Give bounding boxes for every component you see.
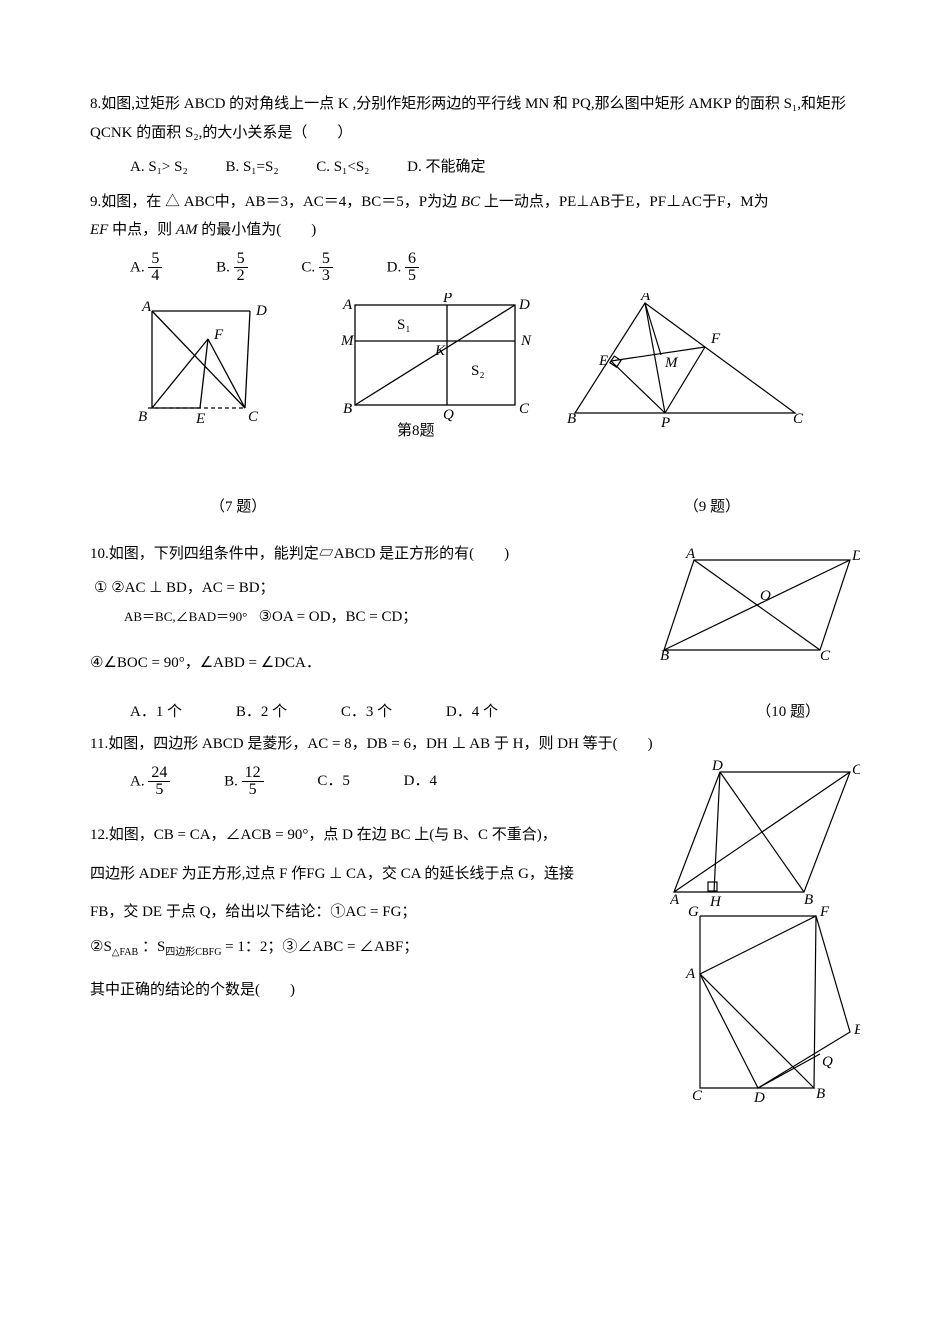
svg-text:B: B: [567, 411, 576, 427]
q9-p2: ABC中，AB＝3，AC＝4，BC＝5，P为边: [184, 194, 457, 210]
svg-text:C: C: [820, 648, 831, 664]
q12-p4e: = 1：2；③∠ABC = ∠ABF；: [225, 939, 418, 955]
fig10-label: （10 题）: [756, 698, 820, 727]
svg-text:C: C: [519, 401, 530, 417]
q8-opt-c: C. S₁<S₂: [316, 153, 369, 182]
figure-10: A B C D O: [660, 546, 860, 666]
q12-p3: FB，交 DE 于点 Q，给出以下结论：①AC = FG；: [90, 904, 416, 920]
svg-text:C: C: [248, 409, 259, 425]
figure-11: D C A B H: [670, 760, 860, 910]
q8-opt-a: A. S₁> S₂: [130, 153, 188, 182]
q9-bc: BC: [461, 194, 480, 210]
svg-text:O: O: [760, 588, 771, 604]
svg-text:A: A: [685, 966, 696, 982]
svg-text:C: C: [793, 411, 804, 427]
q9-p5: 的最小值为( ): [201, 222, 316, 238]
q9-opt-c: C. 53: [301, 251, 333, 286]
svg-text:D: D: [753, 1090, 765, 1104]
svg-text:E: E: [598, 353, 608, 369]
q10-c2b: AB＝BC,∠BAD＝90°: [94, 609, 247, 624]
q10-opt-d: D．4 个: [446, 698, 498, 727]
svg-text:F: F: [819, 904, 830, 920]
question-8: 8.如图,过矩形 ABCD 的对角线上一点 K ,分别作矩形两边的平行线 MN …: [90, 90, 860, 147]
figure-12: A B C D E F G Q: [670, 904, 860, 1104]
svg-text:Q: Q: [443, 407, 454, 423]
q11-opt-b: B. 125: [224, 765, 264, 800]
q12-p4d: 四边形CBFG: [165, 947, 221, 958]
svg-text:A: A: [640, 293, 651, 304]
svg-text:F: F: [213, 327, 224, 343]
figure-labels-row: （7 题） （9 题）: [90, 493, 860, 522]
svg-text:B: B: [816, 1086, 825, 1102]
svg-text:M: M: [664, 355, 679, 371]
svg-text:D: D: [255, 303, 267, 319]
q11-text: 11.如图，四边形 ABCD 是菱形，AC = 8，DB = 6，DH ⊥ AB…: [90, 736, 653, 752]
question-9: 9.如图，在 △ ABC中，AB＝3，AC＝4，BC＝5，P为边 BC 上一动点…: [90, 188, 860, 245]
q11-opt-d: D．4: [404, 767, 437, 796]
svg-text:A: A: [141, 299, 152, 315]
q9-ef: EF: [90, 222, 108, 238]
svg-text:G: G: [688, 904, 699, 920]
q10-c4: ④∠BOC = 90°，∠ABD = ∠DCA: [90, 655, 306, 671]
q10-opt-c: C．3 个: [341, 698, 392, 727]
svg-text:B: B: [660, 648, 669, 664]
q9-opt-a: A. 54: [130, 251, 162, 286]
svg-text:E: E: [853, 1022, 860, 1038]
svg-text:E: E: [195, 411, 205, 427]
figure-8: A B C D M N P Q K S₁ S₂ 第8题: [325, 293, 535, 453]
svg-text:C: C: [692, 1088, 703, 1104]
svg-text:A: A: [342, 297, 353, 313]
figure-9: A B C E F M P: [565, 293, 805, 433]
q9-options: A. 54 B. 52 C. 53 D. 65: [90, 251, 860, 286]
triangle-icon: △: [165, 194, 180, 210]
q10-c1: ①: [94, 580, 107, 596]
question-11: 11.如图，四边形 ABCD 是菱形，AC = 8，DB = 6，DH ⊥ AB…: [90, 730, 860, 759]
q12-p4a: ②S: [90, 939, 112, 955]
q12-p2: 四边形 ADEF 为正方形,过点 F 作FG ⊥ CA，交 CA 的延长线于点 …: [90, 866, 574, 882]
svg-text:F: F: [710, 331, 721, 347]
q8-opt-b: B. S₁=S₂: [225, 153, 278, 182]
svg-text:B: B: [138, 409, 147, 425]
q11-opt-c: C．5: [317, 767, 350, 796]
svg-text:C: C: [852, 762, 860, 778]
svg-text:D: D: [518, 297, 530, 313]
svg-text:P: P: [442, 293, 452, 306]
q10-text: 10.如图，下列四组条件中，能判定▱ABCD 是正方形的有( ): [90, 546, 509, 562]
q9-am: AM: [176, 222, 198, 238]
q8-options: A. S₁> S₂ B. S₁=S₂ C. S₁<S₂ D. 不能确定: [90, 153, 860, 182]
svg-text:M: M: [340, 333, 355, 349]
q10-c2a: ②AC ⊥ BD，AC = BD: [111, 580, 259, 596]
q12-p5: 其中正确的结论的个数是( ): [90, 982, 295, 998]
q9-opt-d: D. 65: [387, 251, 419, 286]
q9-p3: 上一动点，PE⊥AB于E，PF⊥AC于F，M为: [484, 194, 769, 210]
q10-options: A．1 个 B．2 个 C．3 个 D．4 个 （10 题）: [90, 698, 860, 727]
svg-text:N: N: [520, 333, 532, 349]
q11-opt-a: A. 245: [130, 765, 170, 800]
fig9-label: （9 题）: [684, 493, 740, 522]
figures-row: A B C D E F A B C D M N P Q K S₁ S₂ 第8题: [130, 293, 860, 453]
q9-p1: 9.如图，在: [90, 194, 161, 210]
q12-p4c: ：S: [142, 939, 165, 955]
fig7-label: （7 题）: [210, 493, 266, 522]
svg-text:第8题: 第8题: [397, 421, 435, 439]
svg-text:K: K: [434, 343, 446, 359]
q10-opt-a: A．1 个: [130, 698, 182, 727]
q8-opt-d: D. 不能确定: [407, 153, 485, 182]
q12-p1: 12.如图，CB = CA，∠ACB = 90°，点 D 在边 BC 上(与 B…: [90, 827, 557, 843]
q10-opt-b: B．2 个: [236, 698, 287, 727]
q9-opt-b: B. 52: [216, 251, 248, 286]
svg-text:D: D: [711, 760, 723, 774]
figure-7: A B C D E F: [130, 293, 295, 433]
svg-text:Q: Q: [822, 1054, 833, 1070]
svg-text:P: P: [660, 415, 670, 431]
q12-p4b: △FAB: [112, 947, 138, 958]
svg-text:B: B: [343, 401, 352, 417]
q9-p4: 中点，则: [112, 222, 172, 238]
q8-text: 8.如图,过矩形 ABCD 的对角线上一点 K ,分别作矩形两边的平行线 MN …: [90, 96, 846, 141]
svg-text:S₁: S₁: [397, 317, 411, 333]
svg-text:S₂: S₂: [471, 363, 485, 379]
q10-c3: ③OA = OD，BC = CD: [259, 609, 403, 625]
svg-text:A: A: [685, 546, 696, 562]
svg-text:D: D: [851, 548, 860, 564]
